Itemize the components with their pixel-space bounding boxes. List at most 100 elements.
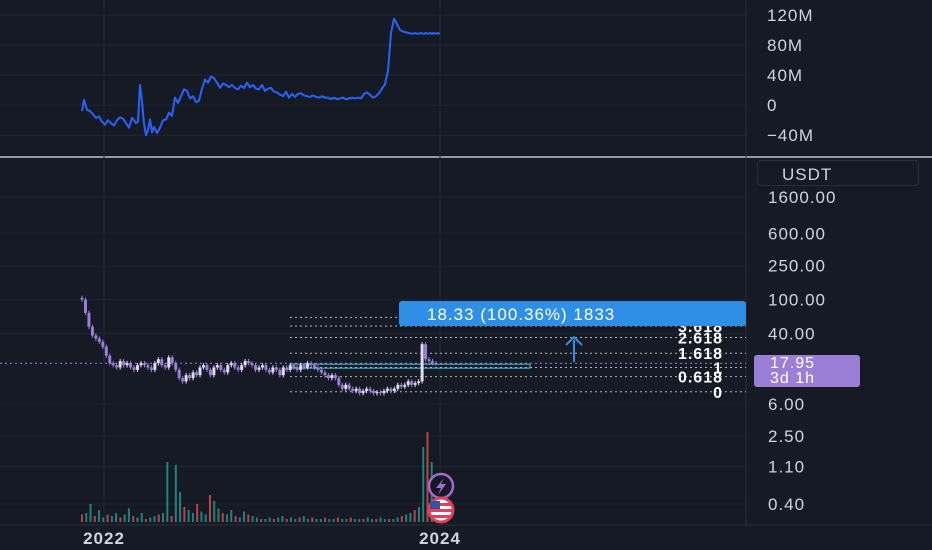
candle-body [90, 326, 94, 336]
volume-bar [166, 462, 169, 522]
candle-body [191, 372, 195, 379]
measure-label[interactable]: 18.33 (100.36%) 1833 [399, 301, 746, 326]
currency-selector[interactable]: USDT [757, 160, 919, 186]
time-tick-label: 2022 [83, 529, 125, 548]
volume-bar [349, 517, 352, 522]
candle-body [181, 378, 185, 382]
candle-body [215, 365, 219, 368]
volume-bar [341, 519, 344, 522]
candle-body [170, 357, 174, 364]
volume-bar [426, 432, 429, 522]
candle-body [319, 369, 323, 373]
candle-body [309, 363, 313, 366]
candle-body [344, 384, 348, 389]
candle-body [351, 388, 355, 391]
volume-bar [174, 465, 177, 522]
indicator-line [81, 17, 441, 137]
volume-bar [251, 516, 254, 522]
volume-bar [123, 514, 126, 522]
volume-bar [294, 519, 297, 522]
volume-bar [307, 519, 310, 522]
volume-bar [221, 513, 224, 522]
candle-body [299, 365, 303, 370]
candle-body [198, 367, 202, 376]
volume-bar [243, 511, 246, 522]
candle-body [285, 367, 289, 370]
candle-body [118, 361, 122, 368]
volume-bar [353, 519, 356, 522]
volume-bar [234, 516, 237, 522]
candle-body [378, 392, 382, 394]
volume-bar [379, 517, 382, 522]
candle-body [132, 367, 136, 370]
volume-bar [200, 511, 203, 522]
candle-body [292, 365, 296, 368]
candle-body [417, 381, 421, 384]
candle-body [323, 372, 327, 376]
volume-bar [405, 514, 408, 522]
volume-bar [230, 510, 233, 522]
indicator-tick-label: 40M [767, 66, 803, 85]
volume-bar [153, 516, 156, 522]
volume-bar [226, 514, 229, 522]
candle-body [167, 357, 171, 368]
volume-bar [277, 517, 280, 522]
volume-bar [162, 513, 165, 522]
candle-body [205, 365, 209, 370]
candle-body [399, 384, 403, 387]
price-tick-label: 1600.00 [768, 188, 836, 207]
candle-body [271, 367, 275, 373]
price-axis: 1600.00 600.00 250.00 100.00 40.00 6.00 2.50 1.… [768, 188, 836, 514]
indicator-tick-label: 80M [767, 36, 803, 55]
volume-bar [132, 516, 135, 522]
volume-bar [422, 447, 425, 522]
candle-body [94, 335, 98, 339]
candle-body [226, 365, 230, 373]
price-tick-label: 6.00 [768, 395, 805, 414]
volume-bar [392, 519, 395, 522]
price-tick-label: 250.00 [768, 257, 826, 276]
candle-body [87, 312, 91, 327]
measure-arrow-icon[interactable] [565, 335, 583, 362]
volume-bar [281, 516, 284, 522]
volume-bar [217, 508, 220, 522]
volume-bar [238, 517, 241, 522]
volume-bar [179, 492, 182, 522]
volume-bar [81, 514, 83, 522]
fib-level-label: 1.618 [678, 346, 723, 363]
volume-bar [302, 516, 305, 522]
fib-level-label: 0.618 [678, 370, 723, 387]
candle-body [295, 367, 299, 370]
candle-body [160, 359, 164, 366]
volume-bar [311, 517, 314, 522]
candle-body [406, 381, 410, 385]
volume-bar [144, 519, 147, 522]
volume-bar [332, 519, 335, 522]
last-price-value: 17.95 [770, 355, 816, 372]
volume-bar [196, 504, 199, 522]
last-price-tag: 17.95 3d 1h [754, 355, 860, 387]
volume-bar [213, 501, 216, 522]
candle-body [240, 365, 244, 370]
candle-body [333, 375, 337, 379]
candle-body [431, 361, 435, 364]
time-axis: 2022 2024 [83, 529, 460, 548]
candle-body [125, 363, 129, 366]
us-flag-icon[interactable] [427, 496, 455, 524]
volume-bar [413, 510, 416, 522]
volume-bar [208, 495, 211, 522]
indicator-tick-label: 0 [767, 96, 777, 115]
lightning-icon[interactable] [427, 472, 455, 500]
candle-body [139, 363, 143, 366]
fib-level-label: 2.618 [678, 330, 723, 347]
candle-body [163, 365, 167, 368]
candle-body [264, 365, 268, 370]
volume-bar [319, 519, 322, 522]
candle-body [115, 365, 119, 368]
volume-bar [106, 514, 109, 522]
volume-bar [336, 517, 339, 522]
candle-body [361, 390, 365, 394]
candle-body [278, 369, 282, 376]
candle-body [347, 384, 351, 389]
